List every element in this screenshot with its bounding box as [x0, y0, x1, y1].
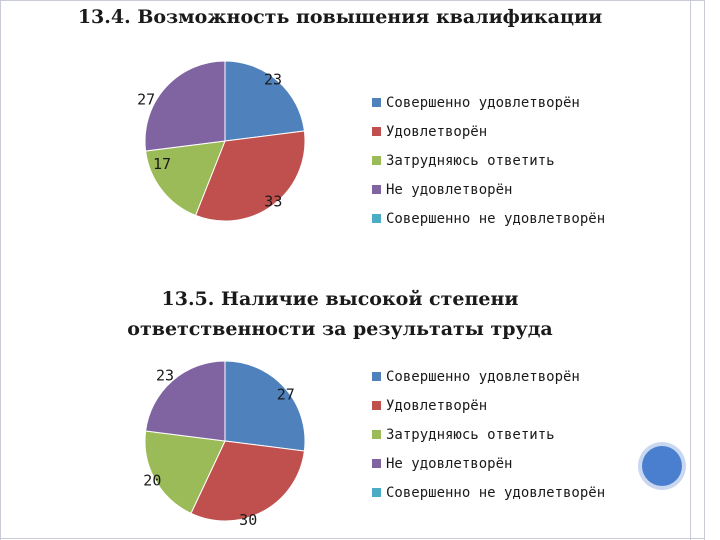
chart-2-title: 13.5. Наличие высокой степени ответствен…	[40, 284, 640, 344]
pie-slice	[194, 130, 306, 222]
legend-item: Не удовлетворён	[372, 175, 605, 204]
chart-1-pie: 23 33 17 27	[137, 60, 306, 222]
chart-2-legend: Совершенно удовлетворён Удовлетворён Зат…	[372, 362, 605, 507]
pie-data-label: 23	[156, 367, 174, 385]
pie-slice	[145, 140, 226, 217]
slide-frame-bottom	[0, 538, 705, 539]
legend-label: Совершенно удовлетворён	[386, 94, 580, 111]
legend-label: Удовлетворён	[386, 397, 488, 414]
legend-swatch	[372, 372, 381, 381]
pie-slice	[144, 430, 226, 515]
legend-label: Совершенно не удовлетворён	[386, 484, 606, 501]
legend-swatch	[372, 488, 381, 497]
pie-slice	[190, 440, 305, 522]
chart-1-title: 13.4. Возможность повышения квалификации	[77, 6, 603, 28]
legend-label: Не удовлетворён	[386, 181, 513, 198]
legend-item: Совершенно не удовлетворён	[372, 204, 605, 233]
pie-data-label: 30	[239, 511, 257, 529]
legend-swatch	[372, 459, 381, 468]
pie-data-label: 27	[137, 91, 155, 109]
chart-2-title-line-2: ответственности за результаты труда	[127, 318, 553, 340]
legend-label: Совершенно не удовлетворён	[386, 210, 606, 227]
pie-slice	[224, 360, 306, 452]
pie-data-label: 27	[277, 386, 295, 404]
legend-item: Затрудняюсь ответить	[372, 420, 605, 449]
legend-swatch	[372, 214, 381, 223]
chart-2-title-line-1: 13.5. Наличие высокой степени	[161, 288, 519, 310]
pie-slice	[145, 360, 226, 442]
pie-data-label: 20	[143, 472, 161, 490]
legend-item: Совершенно удовлетворён	[372, 362, 605, 391]
legend-item: Удовлетворён	[372, 391, 605, 420]
slide-frame-right-outer	[704, 0, 705, 540]
legend-swatch	[372, 401, 381, 410]
legend-label: Удовлетворён	[386, 123, 488, 140]
legend-swatch	[372, 156, 381, 165]
legend-swatch	[372, 98, 381, 107]
legend-item: Не удовлетворён	[372, 449, 605, 478]
legend-item: Затрудняюсь ответить	[372, 146, 605, 175]
slide-frame-top	[0, 0, 705, 1]
legend-item: Совершенно не удовлетворён	[372, 478, 605, 507]
pie-slice	[224, 60, 305, 142]
legend-swatch	[372, 430, 381, 439]
legend-swatch	[372, 127, 381, 136]
slide-frame-right-inner	[690, 0, 691, 540]
chart-2-pie: 27 30 20 23	[143, 360, 306, 529]
legend-label: Не удовлетворён	[386, 455, 513, 472]
decorative-circle	[642, 446, 682, 486]
pie-data-label: 23	[264, 71, 282, 89]
legend-label: Совершенно удовлетворён	[386, 368, 580, 385]
pie-slice	[144, 60, 226, 152]
chart-1-legend: Совершенно удовлетворён Удовлетворён Зат…	[372, 88, 605, 233]
legend-item: Удовлетворён	[372, 117, 605, 146]
pie-data-label: 17	[153, 155, 171, 173]
legend-swatch	[372, 185, 381, 194]
legend-label: Затрудняюсь ответить	[386, 426, 555, 443]
legend-label: Затрудняюсь ответить	[386, 152, 555, 169]
legend-item: Совершенно удовлетворён	[372, 88, 605, 117]
slide-frame-left	[0, 0, 1, 540]
pie-data-label: 33	[264, 192, 282, 210]
